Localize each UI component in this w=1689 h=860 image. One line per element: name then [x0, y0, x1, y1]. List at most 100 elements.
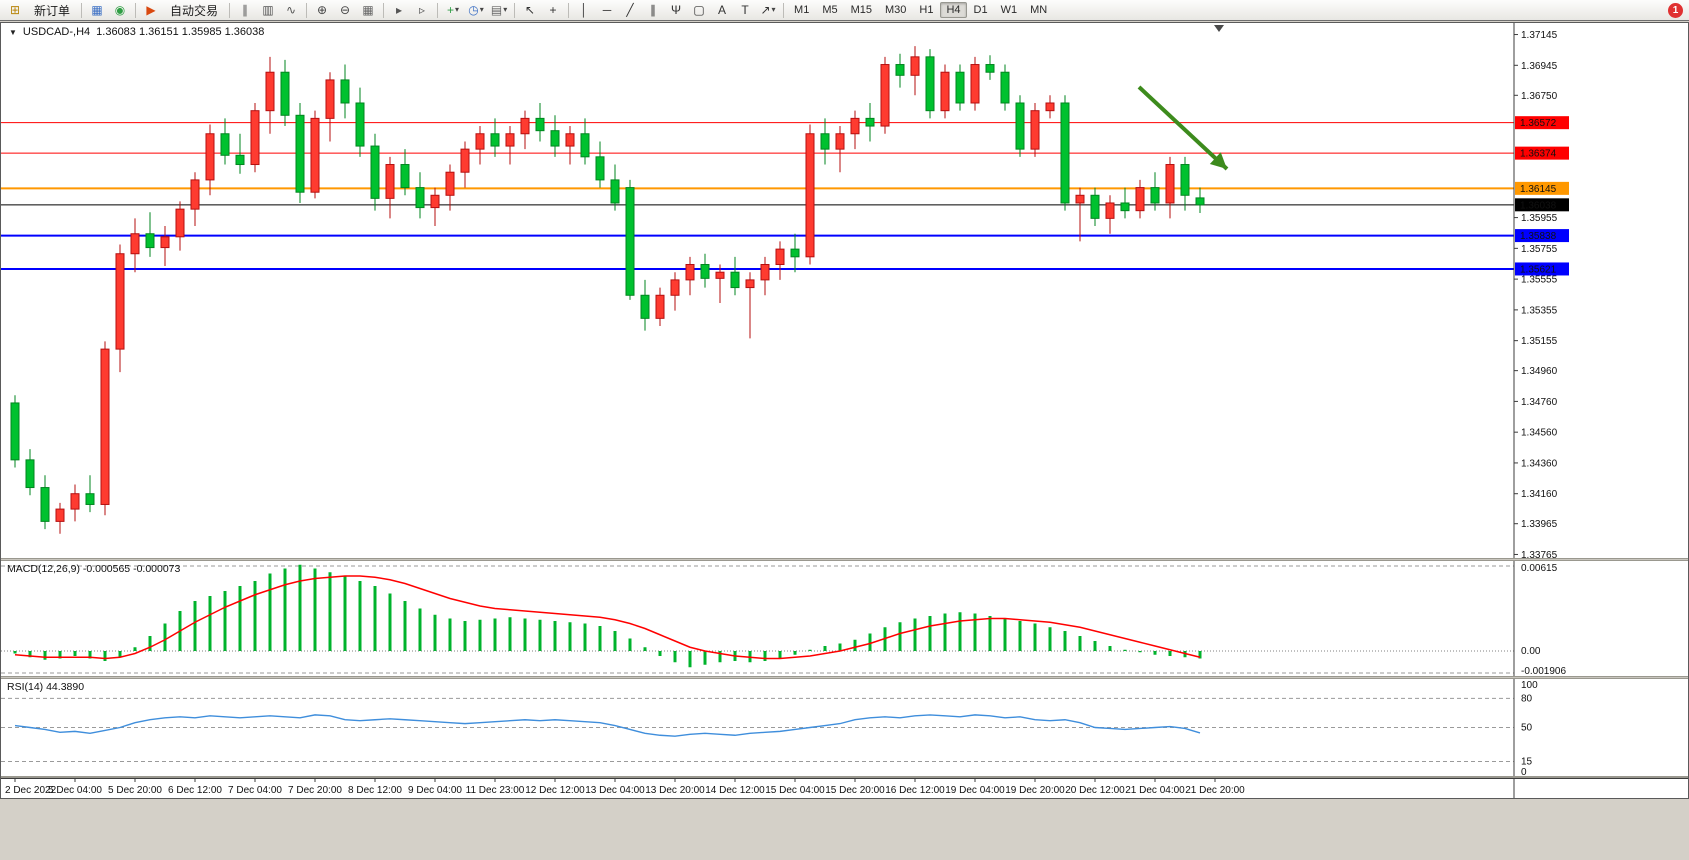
- chart-window: 1.37145 1.36945 1.36750 1.35955 1.35755 1.355…: [0, 22, 1689, 799]
- price-badge-1.35621: [1515, 262, 1569, 276]
- timeframe-m5-button[interactable]: M5: [822, 4, 838, 16]
- price-tick-label: 1.35955: [1521, 213, 1558, 224]
- time-axis-pane[interactable]: 2 Dec 2022 5 Dec 04:00 5 Dec 20:00 6 Dec 12…: [1, 778, 1688, 798]
- shapes-icon[interactable]: ▢: [693, 3, 705, 17]
- macd-axis-label: 0.00615: [1521, 563, 1558, 574]
- candlestick-chart[interactable]: 1.37145 1.36945 1.36750 1.35955 1.35755 1.355…: [1, 23, 1688, 558]
- price-tick-label: 1.33965: [1521, 519, 1558, 530]
- toolbar-separator: [514, 2, 516, 18]
- price-badge-label: 1.36038: [1520, 200, 1557, 211]
- new-order-icon[interactable]: ⊞: [9, 3, 21, 17]
- bar-chart-icon[interactable]: ∥: [242, 3, 249, 17]
- rsi-pane[interactable]: 100 80 50 15 0 RSI(14) 44.3890: [1, 679, 1688, 776]
- macd-pane[interactable]: 0.00615 0.00 -0.001906 MACD(12,26,9) -0.00…: [1, 561, 1688, 676]
- macd-indicator: 0.00615 0.00 -0.001906: [1, 561, 1566, 676]
- toolbar-separator: [437, 2, 439, 18]
- time-tick-label: 7 Dec 04:00: [228, 785, 282, 796]
- crosshair-icon[interactable]: +: [549, 3, 557, 17]
- price-badge-label: 1.36374: [1520, 149, 1557, 160]
- time-tick-label: 14 Dec 12:00: [705, 785, 765, 796]
- price-axis[interactable]: 1.37145 1.36945 1.36750 1.35955 1.35755 1.355…: [1513, 23, 1569, 558]
- main-chart-pane[interactable]: 1.37145 1.36945 1.36750 1.35955 1.35755 1.355…: [1, 23, 1688, 558]
- time-tick-label: 20 Dec 12:00: [1065, 785, 1125, 796]
- timeframe-d1-button[interactable]: D1: [973, 4, 988, 16]
- zoom-out-icon[interactable]: ⊖: [340, 3, 351, 17]
- arrows-icon[interactable]: ↗ ▾: [760, 3, 776, 17]
- time-tick-label: 5 Dec 04:00: [48, 785, 102, 796]
- toolbar-separator: [229, 2, 231, 18]
- timeframe-h1-button[interactable]: H1: [919, 4, 934, 16]
- rsi-axis-label: 50: [1521, 723, 1533, 734]
- price-badge-label: 1.36145: [1520, 184, 1557, 195]
- time-tick-label: 12 Dec 12:00: [525, 785, 585, 796]
- new-chart-icon[interactable]: ▦: [91, 3, 103, 17]
- trendline-icon[interactable]: ╱: [626, 3, 634, 17]
- horizontal-line-icon[interactable]: ─: [602, 3, 612, 17]
- fibonacci-icon[interactable]: Ψ: [671, 3, 682, 17]
- pane-separator[interactable]: [1, 558, 1688, 561]
- price-tick-label: 1.34960: [1521, 366, 1558, 377]
- pane-separator[interactable]: [1, 676, 1688, 679]
- dropdown-caret-icon: ▾: [503, 5, 508, 14]
- timeframe-m1-button[interactable]: M1: [794, 4, 810, 16]
- rsi-axis-label: 100: [1521, 680, 1538, 691]
- timeframe-m15-button[interactable]: M15: [850, 4, 872, 16]
- cursor-icon[interactable]: ↖: [525, 3, 536, 17]
- toolbar-separator: [383, 2, 385, 18]
- price-badge-label: 1.36572: [1520, 118, 1557, 129]
- pane-separator[interactable]: [1, 776, 1688, 778]
- auto-scroll-icon[interactable]: ▸: [396, 3, 403, 17]
- market-watch-icon[interactable]: ◉: [114, 3, 126, 17]
- add-indicator-icon[interactable]: + ▾: [447, 3, 460, 17]
- toolbar-separator: [306, 2, 308, 18]
- text-icon[interactable]: A: [718, 3, 727, 17]
- timeframe-m30-button[interactable]: M30: [885, 4, 907, 16]
- notification-badge[interactable]: 1: [1668, 2, 1683, 18]
- timeframe-mn-button[interactable]: MN: [1030, 4, 1048, 16]
- candles-layer: [10, 46, 1205, 534]
- new-order-button[interactable]: 新订单: [34, 3, 71, 18]
- templates-icon[interactable]: ▤ ▾: [490, 3, 508, 17]
- price-tick-label: 1.34360: [1521, 458, 1558, 469]
- time-tick-label: 13 Dec 20:00: [645, 785, 705, 796]
- vertical-line-icon[interactable]: │: [580, 3, 588, 17]
- toolbar-separator: [135, 2, 137, 18]
- rsi-axis-label: 0: [1521, 767, 1527, 776]
- price-tick-label: 1.33765: [1521, 550, 1558, 558]
- chart-shift-marker[interactable]: [1214, 25, 1224, 32]
- rsi-axis-label: 80: [1521, 693, 1533, 704]
- autotrading-button[interactable]: 自动交易: [170, 3, 219, 18]
- line-chart-icon[interactable]: ∿: [286, 3, 297, 17]
- window-bottom-area: [0, 799, 1689, 860]
- time-tick-label: 16 Dec 12:00: [885, 785, 945, 796]
- trend-arrow-annotation[interactable]: [1137, 85, 1229, 171]
- macd-histogram: [13, 564, 1202, 668]
- timeframe-h4-button[interactable]: H4: [940, 2, 967, 18]
- timeframe-w1-button[interactable]: W1: [1000, 4, 1018, 16]
- price-badge-1.36145: [1515, 181, 1569, 195]
- candlestick-chart-icon[interactable]: ▥: [262, 3, 274, 17]
- price-tick-label: 1.37145: [1521, 30, 1558, 41]
- autotrading-icon[interactable]: ▶: [146, 3, 156, 17]
- toolbar-separator: [81, 2, 83, 18]
- time-tick-label: 11 Dec 23:00: [466, 785, 525, 796]
- periods-icon[interactable]: ◷ ▾: [468, 3, 484, 17]
- dropdown-caret-icon: ▾: [455, 5, 460, 14]
- price-tick-label: 1.34560: [1521, 428, 1558, 439]
- toolbar-separator: [783, 2, 785, 18]
- time-tick-label: 15 Dec 20:00: [825, 785, 885, 796]
- chart-shift-icon[interactable]: ▹: [419, 3, 426, 17]
- tile-windows-icon[interactable]: ▦: [362, 3, 374, 17]
- time-tick-label: 19 Dec 04:00: [945, 785, 1005, 796]
- rsi-indicator: 100 80 50 150: [1, 679, 1538, 776]
- time-tick-label: 7 Dec 20:00: [288, 785, 342, 796]
- price-badge-label: 1.35838: [1520, 231, 1557, 242]
- text-label-icon[interactable]: T: [741, 3, 749, 17]
- zoom-in-icon[interactable]: ⊕: [317, 3, 328, 17]
- price-tick-label: 1.34760: [1521, 397, 1558, 408]
- time-tick-label: 13 Dec 04:00: [585, 785, 645, 796]
- time-tick-label: 9 Dec 04:00: [408, 785, 462, 796]
- channel-icon[interactable]: ∥: [650, 3, 657, 17]
